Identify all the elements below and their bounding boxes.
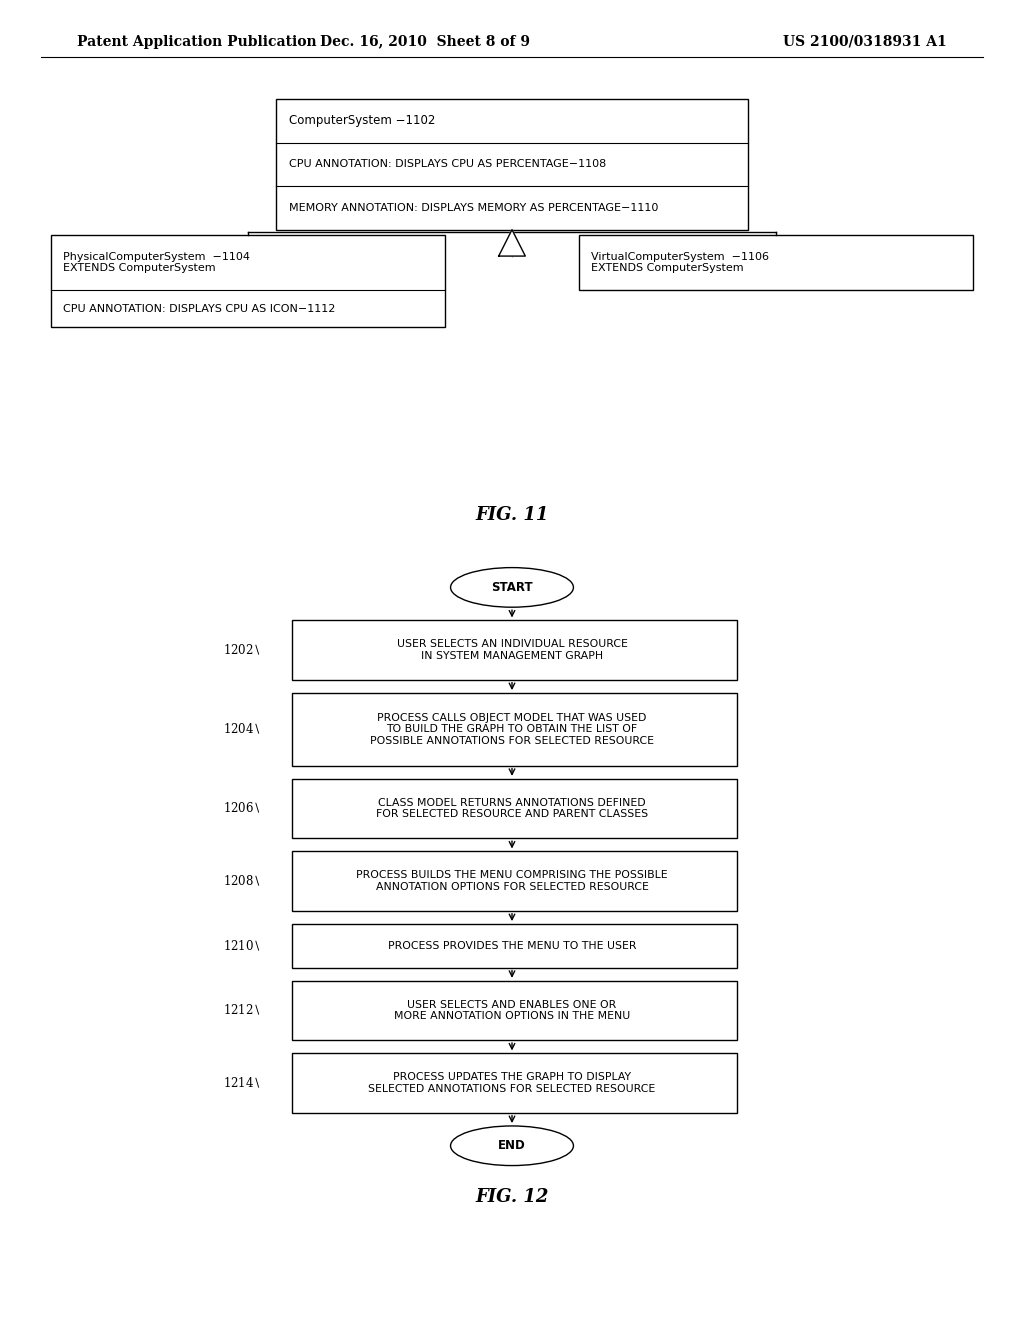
Text: 1206$\setminus$: 1206$\setminus$: [223, 801, 261, 816]
Bar: [292, 779, 737, 838]
Bar: [51, 235, 445, 327]
Text: US 2100/0318931 A1: US 2100/0318931 A1: [783, 34, 947, 49]
Text: 1210$\setminus$: 1210$\setminus$: [223, 939, 261, 953]
Ellipse shape: [451, 568, 573, 607]
Bar: [292, 851, 737, 911]
Text: USER SELECTS AND ENABLES ONE OR
MORE ANNOTATION OPTIONS IN THE MENU: USER SELECTS AND ENABLES ONE OR MORE ANN…: [394, 999, 630, 1022]
Bar: [292, 1053, 737, 1113]
Text: PhysicalComputerSystem  −1104
EXTENDS ComputerSystem: PhysicalComputerSystem −1104 EXTENDS Com…: [63, 252, 251, 273]
Text: 1212$\setminus$: 1212$\setminus$: [223, 1003, 261, 1018]
Text: CPU ANNOTATION: DISPLAYS CPU AS ICON−1112: CPU ANNOTATION: DISPLAYS CPU AS ICON−111…: [63, 304, 336, 314]
Text: Patent Application Publication: Patent Application Publication: [77, 34, 316, 49]
Text: 1202$\setminus$: 1202$\setminus$: [223, 643, 261, 657]
Text: END: END: [498, 1139, 526, 1152]
Text: 1208$\setminus$: 1208$\setminus$: [223, 874, 261, 888]
Text: FIG. 11: FIG. 11: [475, 506, 549, 524]
Text: FIG. 12: FIG. 12: [475, 1188, 549, 1206]
Text: PROCESS PROVIDES THE MENU TO THE USER: PROCESS PROVIDES THE MENU TO THE USER: [388, 941, 636, 950]
Text: PROCESS UPDATES THE GRAPH TO DISPLAY
SELECTED ANNOTATIONS FOR SELECTED RESOURCE: PROCESS UPDATES THE GRAPH TO DISPLAY SEL…: [369, 1072, 655, 1094]
Bar: [292, 693, 737, 766]
Text: MEMORY ANNOTATION: DISPLAYS MEMORY AS PERCENTAGE−1110: MEMORY ANNOTATION: DISPLAYS MEMORY AS PE…: [289, 203, 658, 213]
Bar: [579, 235, 973, 290]
Text: ComputerSystem −1102: ComputerSystem −1102: [289, 115, 435, 127]
Text: PROCESS CALLS OBJECT MODEL THAT WAS USED
TO BUILD THE GRAPH TO OBTAIN THE LIST O: PROCESS CALLS OBJECT MODEL THAT WAS USED…: [370, 713, 654, 746]
Text: VirtualComputerSystem  −1106
EXTENDS ComputerSystem: VirtualComputerSystem −1106 EXTENDS Comp…: [591, 252, 769, 273]
Text: CLASS MODEL RETURNS ANNOTATIONS DEFINED
FOR SELECTED RESOURCE AND PARENT CLASSES: CLASS MODEL RETURNS ANNOTATIONS DEFINED …: [376, 797, 648, 820]
Text: 1214$\setminus$: 1214$\setminus$: [223, 1076, 261, 1090]
Text: START: START: [492, 581, 532, 594]
Text: USER SELECTS AN INDIVIDUAL RESOURCE
IN SYSTEM MANAGEMENT GRAPH: USER SELECTS AN INDIVIDUAL RESOURCE IN S…: [396, 639, 628, 661]
Polygon shape: [499, 230, 525, 256]
Bar: [276, 99, 748, 230]
Text: 1204$\setminus$: 1204$\setminus$: [223, 722, 261, 737]
Text: Dec. 16, 2010  Sheet 8 of 9: Dec. 16, 2010 Sheet 8 of 9: [319, 34, 530, 49]
Ellipse shape: [451, 1126, 573, 1166]
Bar: [292, 924, 737, 968]
Text: PROCESS BUILDS THE MENU COMPRISING THE POSSIBLE
ANNOTATION OPTIONS FOR SELECTED : PROCESS BUILDS THE MENU COMPRISING THE P…: [356, 870, 668, 892]
Bar: [292, 620, 737, 680]
Bar: [292, 981, 737, 1040]
Text: CPU ANNOTATION: DISPLAYS CPU AS PERCENTAGE−1108: CPU ANNOTATION: DISPLAYS CPU AS PERCENTA…: [289, 160, 606, 169]
